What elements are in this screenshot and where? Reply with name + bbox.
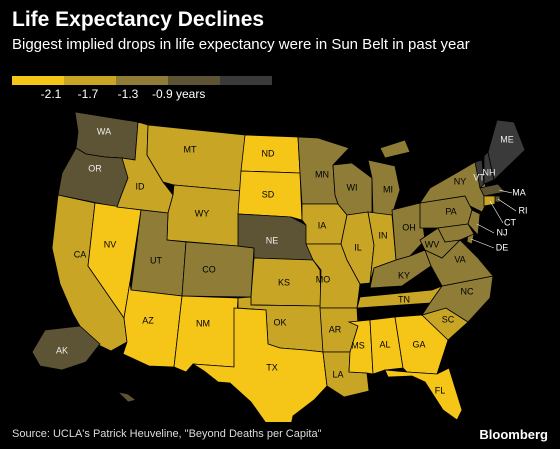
state-label-oh: OH: [402, 222, 416, 232]
state-label-ny: NY: [454, 176, 467, 186]
legend-swatch-1: [64, 76, 116, 85]
state-label-tx: TX: [266, 362, 278, 372]
state-label-nd: ND: [262, 148, 275, 158]
state-label-la: LA: [332, 369, 343, 379]
legend-tick-0: -2.1: [40, 87, 62, 101]
state-label-ut: UT: [150, 255, 162, 265]
leader-line-nj: [476, 223, 495, 234]
state-label-ia: IA: [318, 220, 327, 230]
chart-subtitle: Biggest implied drops in life expectancy…: [12, 36, 470, 53]
state-label-az: AZ: [142, 315, 154, 325]
state-id: [116, 121, 174, 214]
color-legend: -2.1 -1.7 -1.3 -0.9 years: [12, 76, 332, 106]
state-mi: [367, 139, 411, 217]
state-label-ca: CA: [74, 249, 87, 259]
source-note: Source: UCLA's Patrick Heuveline, "Beyon…: [12, 428, 322, 440]
state-sd: [237, 170, 303, 221]
state-label-wv: WV: [425, 239, 440, 249]
state-label-mt: MT: [184, 144, 197, 154]
state-co: [181, 241, 255, 298]
state-label-ks: KS: [278, 277, 290, 287]
state-label-id: ID: [136, 181, 146, 191]
state-label-nc: NC: [461, 286, 474, 296]
state-label-ky: KY: [398, 270, 410, 280]
state-nm: [173, 295, 239, 373]
state-label-al: AL: [379, 339, 390, 349]
state-label-mo: MO: [316, 274, 331, 284]
chart-title: Life Expectancy Declines: [12, 8, 265, 31]
state-label-sd: SD: [262, 189, 275, 199]
state-label-me: ME: [500, 134, 514, 144]
leader-line-ri: [497, 198, 517, 212]
state-fl: [384, 367, 463, 421]
state-label-ct: CT: [504, 217, 516, 227]
state-label-mi: MI: [383, 184, 393, 194]
state-label-fl: FL: [435, 385, 446, 395]
state-oh: [391, 202, 426, 261]
state-label-ak: AK: [56, 345, 68, 355]
leader-line-ma: [498, 189, 513, 194]
state-ma: [479, 183, 506, 197]
state-label-vt: VT: [473, 172, 485, 182]
state-label-pa: PA: [445, 206, 456, 216]
bloomberg-logo: Bloomberg: [479, 427, 548, 442]
us-choropleth-map: WA OR CA NV ID MT WY UT CO AZ NM ND SD NE KS OK TX MN IA MO…: [31, 111, 528, 422]
legend-tick-3: -0.9 years: [152, 87, 206, 101]
state-label-sc: SC: [442, 314, 455, 324]
leader-line-de: [470, 238, 495, 249]
state-label-ma: MA: [512, 187, 526, 197]
state-label-nv: NV: [104, 239, 117, 249]
state-label-in: IN: [379, 230, 388, 240]
state-label-ga: GA: [412, 339, 425, 349]
state-ct: [483, 195, 496, 207]
state-label-de: DE: [496, 242, 509, 252]
state-label-or: OR: [88, 163, 102, 173]
legend-swatch-4: [220, 76, 272, 85]
state-label-il: IL: [354, 242, 362, 252]
state-label-tn: TN: [398, 294, 410, 304]
state-label-nm: NM: [196, 318, 210, 328]
leader-line-ct: [489, 200, 504, 224]
state-label-ne: NE: [266, 235, 279, 245]
state-label-wa: WA: [97, 126, 111, 136]
state-label-wi: WI: [347, 182, 358, 192]
state-label-co: CO: [202, 264, 216, 274]
state-label-wy: WY: [195, 208, 210, 218]
state-label-ar: AR: [329, 324, 342, 334]
legend-swatch-2: [116, 76, 168, 85]
state-label-nj: NJ: [497, 227, 508, 237]
state-me: [487, 119, 526, 181]
state-label-mn: MN: [315, 169, 329, 179]
state-label-nh: NH: [483, 167, 496, 177]
state-label-ok: OK: [273, 317, 286, 327]
state-ri: [494, 195, 501, 203]
state-label-ri: RI: [519, 205, 528, 215]
state-al: [369, 316, 404, 375]
legend-swatch-0: [12, 76, 64, 85]
state-tx: [192, 307, 328, 422]
state-nj: [467, 209, 481, 236]
legend-swatch-3: [168, 76, 220, 85]
legend-tick-2: -1.3: [117, 87, 139, 101]
state-md: [437, 223, 475, 243]
state-hi: [116, 391, 137, 403]
legend-tick-1: -1.7: [77, 87, 99, 101]
state-label-ms: MS: [351, 340, 365, 350]
state-ak: [31, 325, 101, 371]
state-label-va: VA: [454, 254, 465, 264]
